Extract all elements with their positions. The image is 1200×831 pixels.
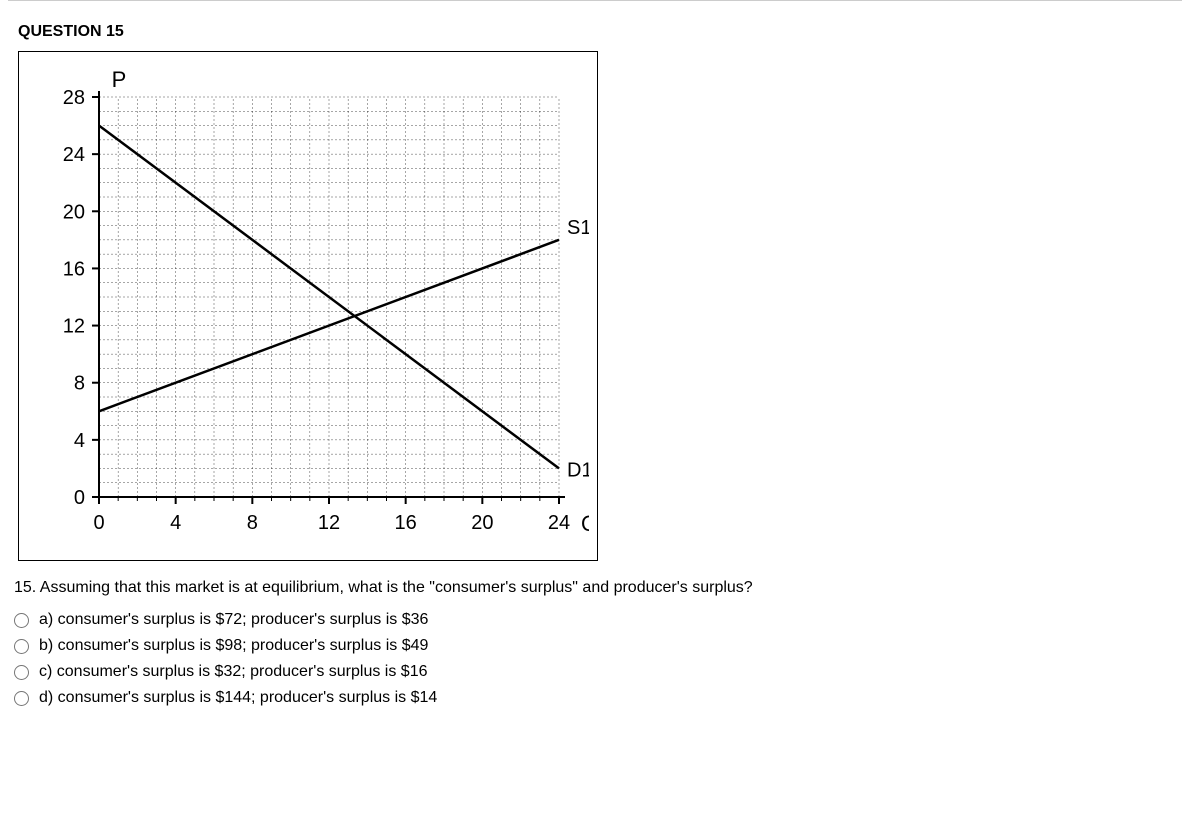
svg-text:16: 16 [63, 258, 85, 280]
svg-text:Q: Q [581, 511, 589, 536]
svg-text:D1: D1 [567, 459, 589, 481]
svg-text:8: 8 [74, 373, 85, 395]
option-b-radio[interactable] [14, 639, 29, 654]
svg-text:P: P [112, 67, 127, 92]
option-c-label: c) consumer's surplus is $32; producer's… [39, 663, 428, 681]
svg-text:16: 16 [395, 512, 417, 534]
svg-text:4: 4 [74, 430, 85, 452]
svg-text:24: 24 [548, 512, 570, 534]
svg-text:12: 12 [318, 512, 340, 534]
top-divider [8, 0, 1182, 1]
svg-text:12: 12 [63, 316, 85, 338]
option-d-radio[interactable] [14, 691, 29, 706]
option-c-radio[interactable] [14, 665, 29, 680]
question-prompt: 15. Assuming that this market is at equi… [0, 579, 1200, 607]
option-a-radio[interactable] [14, 613, 29, 628]
option-a-label: a) consumer's surplus is $72; producer's… [39, 611, 428, 629]
option-a[interactable]: a) consumer's surplus is $72; producer's… [0, 607, 1200, 633]
option-c[interactable]: c) consumer's surplus is $32; producer's… [0, 659, 1200, 685]
svg-text:24: 24 [63, 144, 85, 166]
svg-text:4: 4 [170, 512, 181, 534]
option-b[interactable]: b) consumer's surplus is $98; producer's… [0, 633, 1200, 659]
svg-text:0: 0 [93, 512, 104, 534]
option-b-label: b) consumer's surplus is $98; producer's… [39, 637, 428, 655]
option-d[interactable]: d) consumer's surplus is $144; producer'… [0, 685, 1200, 711]
supply-demand-chart: 0 4 8 12 16 20 24 0 4 8 12 16 20 24 28 P Q S1 D1 [18, 51, 598, 561]
svg-text:0: 0 [74, 487, 85, 509]
svg-text:8: 8 [247, 512, 258, 534]
svg-text:28: 28 [63, 87, 85, 109]
question-header: QUESTION 15 [0, 9, 1200, 51]
svg-text:S1: S1 [567, 217, 589, 239]
option-d-label: d) consumer's surplus is $144; producer'… [39, 689, 437, 707]
svg-text:20: 20 [63, 201, 85, 223]
svg-text:20: 20 [471, 512, 493, 534]
